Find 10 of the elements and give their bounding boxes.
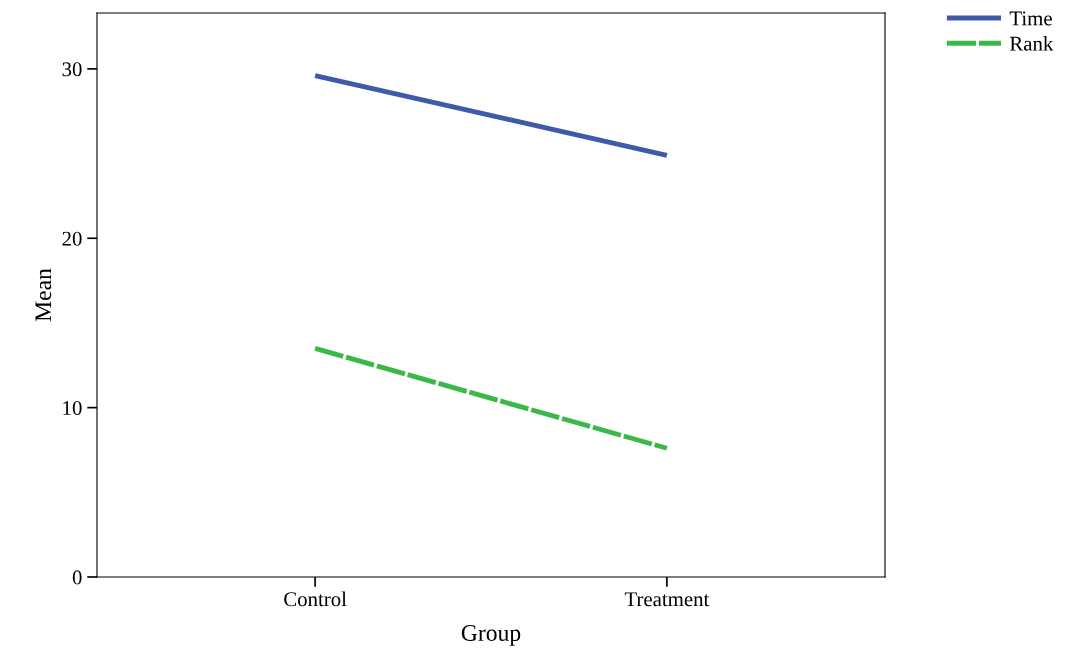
legend-label: Rank — [1009, 36, 1054, 51]
y-tick-label: 10 — [63, 401, 82, 416]
y-tick-label: 0 — [72, 570, 82, 585]
x-tick-label: Control — [284, 591, 347, 607]
x-axis-title: Group — [461, 625, 521, 646]
x-tick-label: Treatment — [624, 592, 710, 607]
y-tick-label: 20 — [62, 231, 82, 246]
y-tick-label: 30 — [62, 62, 82, 77]
legend-label: Time — [1009, 11, 1052, 26]
y-axis-title: Mean — [35, 268, 52, 322]
